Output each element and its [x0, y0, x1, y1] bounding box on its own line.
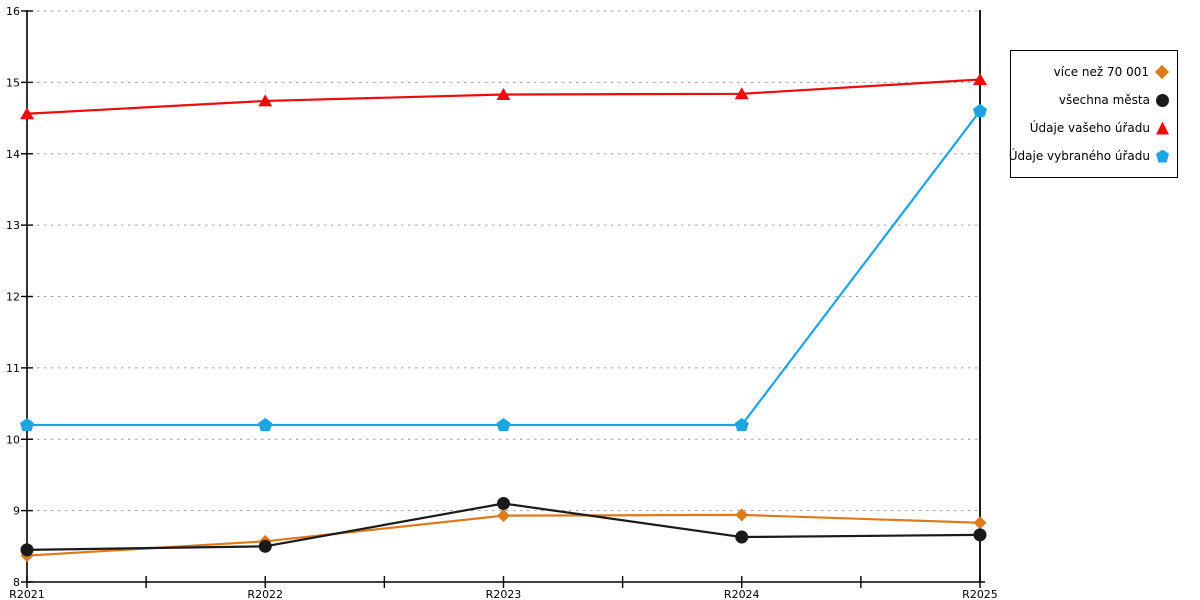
y-axis-tick-label: 9	[13, 505, 20, 518]
legend-item: všechna města	[1019, 86, 1169, 114]
data-point-marker	[734, 417, 749, 431]
legend-label: všechna města	[1058, 93, 1150, 107]
data-point-marker	[20, 417, 34, 431]
data-point-marker	[496, 88, 511, 101]
x-axis-tick-label: R2023	[486, 588, 522, 600]
x-axis-tick-label: R2022	[247, 588, 283, 600]
data-point-marker	[973, 103, 987, 117]
legend-label: Údaje vybraného úřadu	[1008, 149, 1150, 163]
data-point-marker	[497, 509, 510, 523]
diamond-icon	[1154, 64, 1170, 80]
legend-label: Údaje vašeho úřadu	[1029, 121, 1150, 135]
circle-icon	[1156, 93, 1169, 107]
data-point-marker	[973, 528, 987, 542]
x-axis-tick-label: R2025	[962, 588, 998, 600]
data-point-marker	[497, 496, 510, 510]
y-axis-tick-label: 10	[6, 433, 20, 446]
y-axis-tick-label: 12	[6, 291, 20, 304]
pentagon-icon	[1156, 149, 1169, 163]
y-axis-tick-label: 11	[6, 362, 20, 375]
data-point-marker	[496, 417, 511, 431]
data-point-marker	[973, 73, 987, 86]
legend-item: více než 70 001	[1019, 58, 1170, 86]
legend-item: Údaje vašeho úřadu	[1019, 114, 1169, 142]
series-line	[27, 110, 981, 427]
y-axis-tick-label: 13	[6, 219, 20, 232]
legend-item: Údaje vybraného úřadu	[1009, 142, 1169, 170]
data-point-marker	[735, 530, 749, 544]
data-point-marker	[973, 516, 987, 530]
x-axis-tick-label: R2024	[724, 588, 760, 600]
y-axis-tick-label: 16	[6, 5, 20, 18]
data-point-marker	[258, 539, 272, 553]
data-point-marker	[258, 94, 273, 107]
y-axis-tick-label: 8	[13, 576, 20, 589]
data-point-marker	[20, 107, 34, 120]
y-axis-tick-label: 14	[6, 148, 20, 161]
data-point-marker	[258, 417, 273, 431]
y-axis-tick-label: 15	[6, 76, 20, 89]
data-point-marker	[735, 508, 749, 522]
legend: více než 70 001 všechna města Údaje vaše…	[1009, 50, 1178, 178]
triangle-icon	[1156, 121, 1169, 135]
x-axis-tick-label: R2021	[9, 588, 45, 600]
legend-label: více než 70 001	[1053, 65, 1149, 79]
data-point-marker	[734, 87, 749, 100]
data-point-marker	[20, 543, 34, 557]
